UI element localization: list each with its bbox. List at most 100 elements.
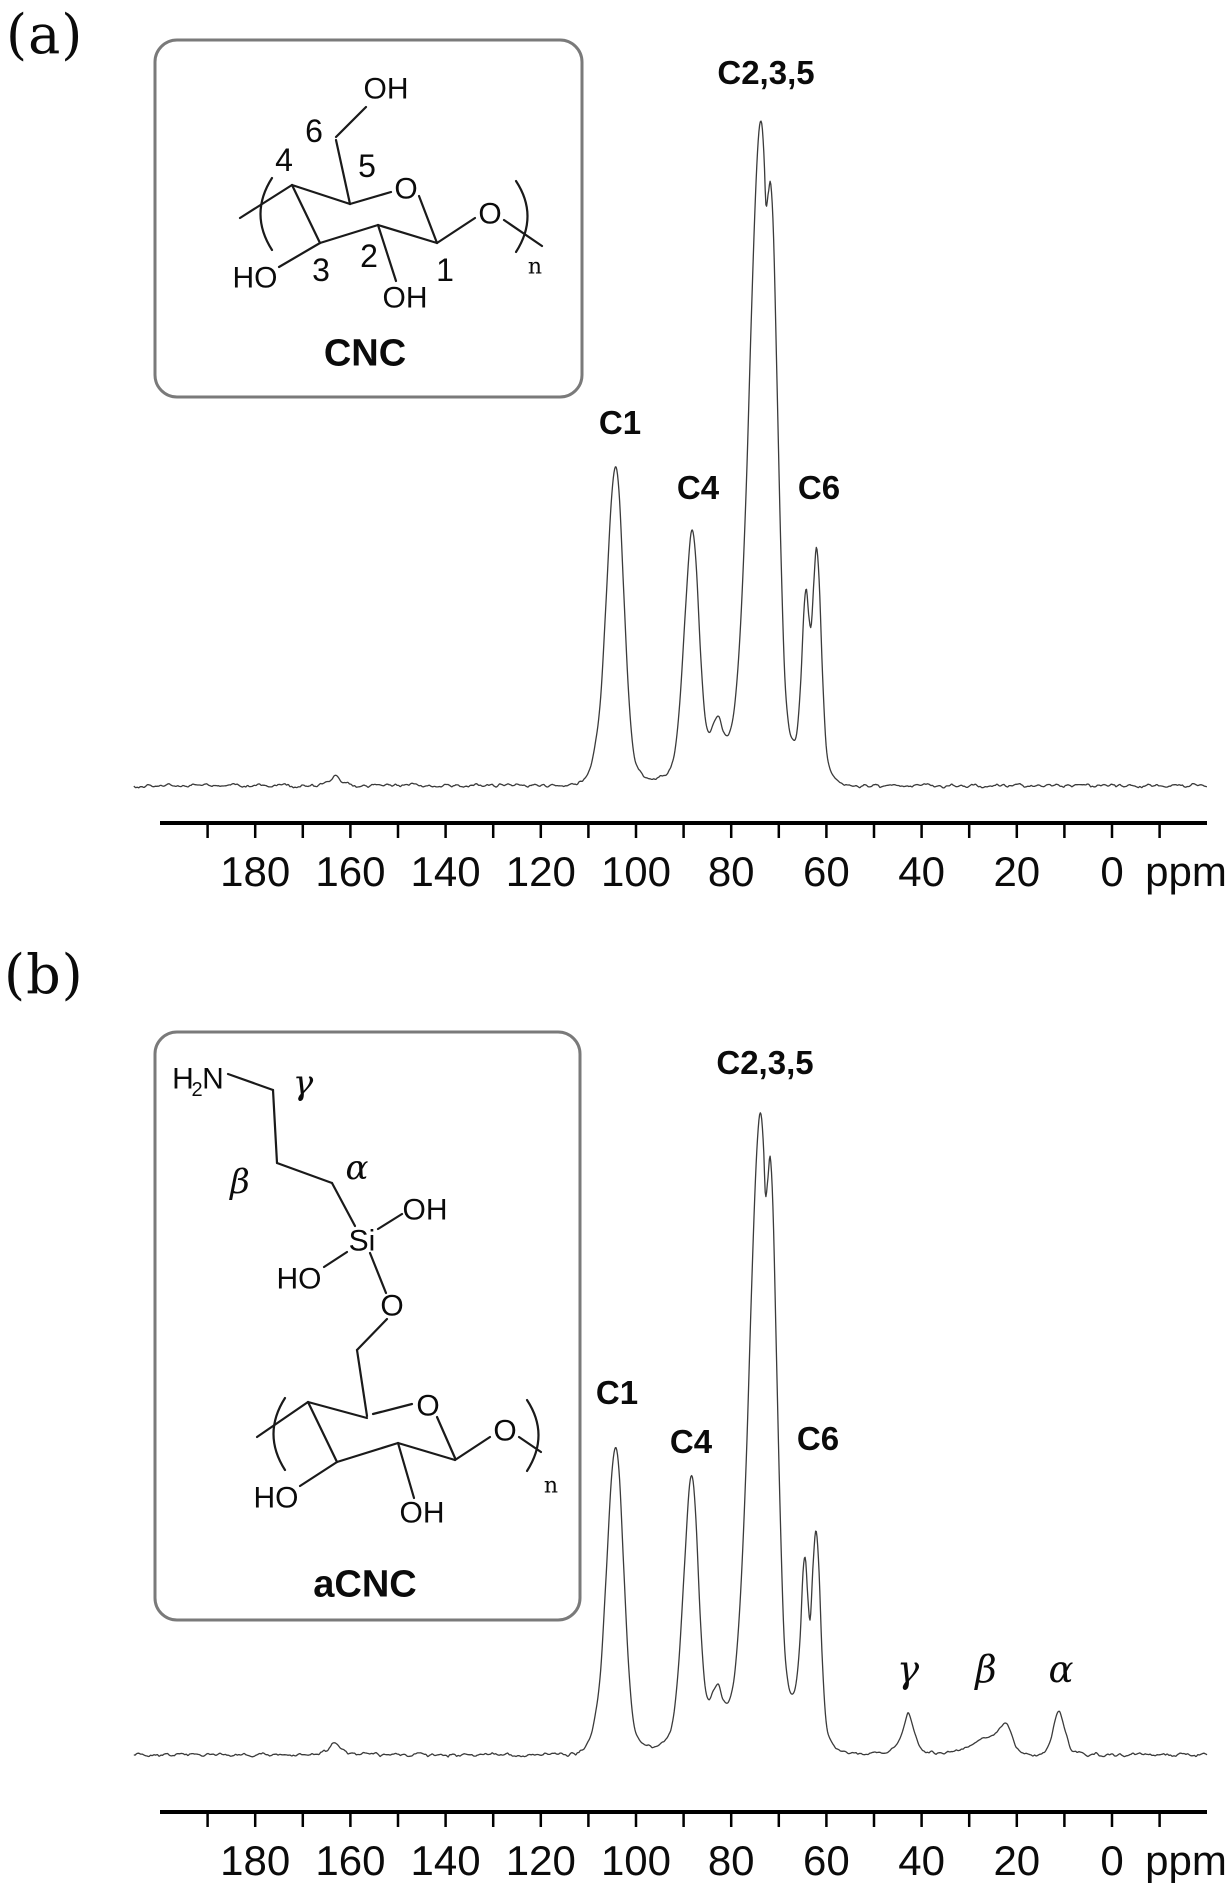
x-axis-tick bbox=[729, 1812, 733, 1827]
bond bbox=[322, 1250, 349, 1269]
atom-label-3: 3 bbox=[312, 252, 330, 288]
peak-label-C1: C1 bbox=[596, 1374, 638, 1411]
spectrum-trace-b bbox=[133, 1112, 1208, 1758]
bond bbox=[417, 194, 439, 245]
atom-label-O: O bbox=[380, 1290, 403, 1323]
bond bbox=[275, 1161, 334, 1185]
x-axis-tick bbox=[729, 823, 733, 838]
bond bbox=[290, 183, 352, 206]
atom-label-N: N bbox=[202, 1063, 224, 1096]
x-axis-tick bbox=[491, 1812, 495, 1827]
atom-label-O: O bbox=[478, 198, 501, 231]
bond bbox=[376, 1212, 404, 1231]
axis-tick-label-140: 140 bbox=[411, 848, 481, 895]
peak-label-C2,3,5: C2,3,5 bbox=[717, 54, 814, 91]
bond bbox=[277, 241, 322, 269]
bond bbox=[306, 1400, 369, 1420]
axis-tick-label-60: 60 bbox=[803, 848, 850, 895]
axis-tick-label-80: 80 bbox=[708, 848, 755, 895]
axis-tick-label-20: 20 bbox=[993, 1837, 1040, 1883]
bond bbox=[355, 1348, 369, 1418]
axis-tick-label-100: 100 bbox=[601, 1837, 671, 1883]
x-axis-tick bbox=[1063, 823, 1066, 838]
inset-box-b bbox=[153, 1030, 582, 1622]
x-axis-tick bbox=[682, 823, 685, 838]
repeat-paren bbox=[272, 1396, 287, 1472]
bond bbox=[290, 183, 322, 245]
bond bbox=[298, 1460, 339, 1488]
x-axis-tick bbox=[1158, 1812, 1161, 1827]
axis-tick-label-180: 180 bbox=[220, 1837, 290, 1883]
x-axis-tick bbox=[301, 1812, 305, 1827]
x-axis-tick bbox=[682, 1812, 685, 1827]
atom-label-OH: OH bbox=[400, 1497, 445, 1530]
bond bbox=[368, 1251, 388, 1295]
axis-tick-label-60: 60 bbox=[803, 1837, 850, 1883]
bond bbox=[435, 216, 477, 245]
axis-tick-label-20: 20 bbox=[993, 848, 1040, 895]
x-axis-tick bbox=[587, 1812, 590, 1827]
x-axis-tick bbox=[872, 823, 876, 838]
x-axis-tick bbox=[1015, 1812, 1019, 1827]
x-axis-tick bbox=[539, 1812, 543, 1827]
x-axis-tick bbox=[206, 1812, 209, 1827]
atom-label-2: 2 bbox=[191, 1079, 202, 1101]
x-axis-tick bbox=[1110, 823, 1114, 838]
atom-label-HO: HO bbox=[277, 1263, 322, 1296]
bond bbox=[396, 1441, 457, 1462]
x-axis-tick bbox=[1063, 1812, 1066, 1827]
structure-name-cnc: CNC bbox=[324, 332, 406, 374]
bond bbox=[334, 105, 368, 139]
bond bbox=[334, 138, 352, 206]
peak-label-C4: C4 bbox=[677, 469, 720, 506]
x-axis-tick bbox=[1015, 823, 1019, 838]
atom-label-HO: HO bbox=[233, 262, 278, 295]
bond bbox=[355, 1317, 389, 1352]
atom-label-O: O bbox=[394, 173, 417, 206]
x-axis-tick bbox=[634, 823, 638, 838]
atom-label-OH: OH bbox=[403, 1194, 448, 1227]
x-axis-tick bbox=[253, 1812, 257, 1827]
x-axis-tick bbox=[349, 1812, 352, 1827]
repeat-paren bbox=[514, 179, 529, 254]
bond bbox=[396, 1441, 416, 1500]
axis-tick-label-180: 180 bbox=[220, 848, 290, 895]
x-axis-tick bbox=[825, 1812, 828, 1827]
peak-label-C2,3,5: C2,3,5 bbox=[716, 1044, 813, 1081]
axis-tick-label-0: 0 bbox=[1100, 848, 1123, 895]
x-axis-tick bbox=[206, 823, 209, 838]
axis-tick-label-40: 40 bbox=[898, 1837, 945, 1883]
atom-label-Si: Si bbox=[349, 1225, 376, 1258]
x-axis-tick bbox=[1158, 823, 1161, 838]
atom-label-4: 4 bbox=[275, 142, 293, 178]
peak-label-β: β bbox=[973, 1648, 996, 1691]
atom-label-5: 5 bbox=[358, 148, 376, 184]
x-axis-tick bbox=[1110, 1812, 1114, 1827]
atom-label-H: H bbox=[172, 1063, 194, 1096]
bond bbox=[376, 223, 439, 245]
atom-label-OH: OH bbox=[383, 282, 428, 315]
x-axis-tick bbox=[301, 823, 305, 838]
repeat-paren bbox=[259, 176, 274, 252]
atom-label-HO: HO bbox=[254, 1482, 299, 1515]
x-axis-tick bbox=[777, 823, 781, 838]
axis-tick-label-120: 120 bbox=[506, 1837, 576, 1883]
x-axis-tick bbox=[349, 823, 352, 838]
repeat-paren bbox=[525, 1398, 540, 1473]
atom-label-O: O bbox=[416, 1390, 439, 1423]
bond bbox=[453, 1435, 492, 1462]
atom-label-α: α bbox=[346, 1148, 369, 1188]
panel-a-label: (a) bbox=[6, 3, 84, 66]
x-axis-tick bbox=[777, 1812, 781, 1827]
x-axis-tick bbox=[634, 1812, 638, 1827]
bond bbox=[330, 1181, 357, 1228]
panel-b-label: (b) bbox=[4, 943, 84, 1006]
x-axis-tick bbox=[253, 823, 257, 838]
x-axis-tick bbox=[825, 823, 828, 838]
bond bbox=[376, 223, 398, 283]
bond bbox=[318, 223, 380, 245]
atom-label-OH: OH bbox=[364, 73, 409, 106]
atom-label-6: 6 bbox=[305, 113, 323, 149]
x-axis-tick bbox=[587, 823, 590, 838]
atom-label-2: 2 bbox=[360, 238, 378, 274]
